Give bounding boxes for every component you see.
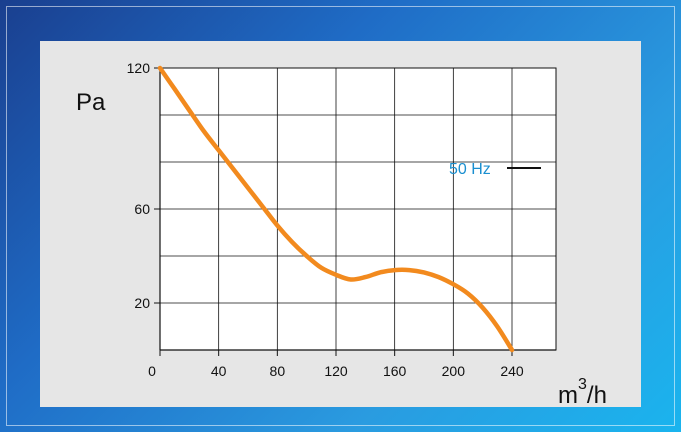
x-tick-label: 160 [383,363,407,379]
x-tick-label: 80 [270,363,286,379]
y-axis-unit: Pa [76,89,106,116]
x-tick-label: 40 [211,363,227,379]
chart-grid [159,67,557,351]
y-tick-label: 20 [134,295,150,311]
series-line-50hz [157,65,515,353]
chart-axes [154,67,556,356]
x-axis-unit: m3/h [558,376,607,409]
legend-label: 50 Hz [449,161,491,178]
x-tick-label: 120 [324,363,348,379]
x-tick-label: 0 [148,363,156,379]
y-tick-label: 60 [134,201,150,217]
chart-series [157,65,515,353]
legend: 50 Hz [449,161,541,178]
x-tick-label: 240 [500,363,524,379]
x-tick-label: 200 [442,363,466,379]
chart-labels: 0 40 80 120 160 200 240 120 60 20 [127,60,524,379]
y-tick-label: 120 [127,60,151,76]
frame-border [6,6,675,426]
